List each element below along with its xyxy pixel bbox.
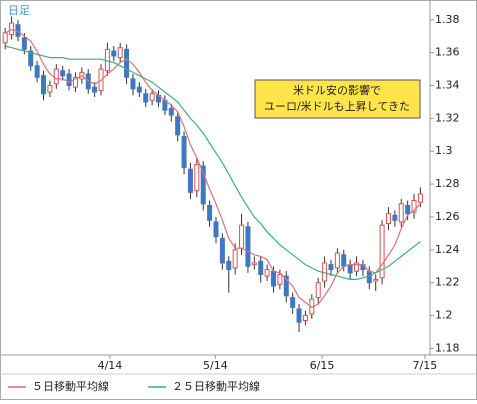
candle-down [207,204,213,221]
candle-up [373,278,379,282]
candle-up [47,85,53,93]
x-tick-label: 6/15 [310,359,335,372]
candle-up [264,269,270,277]
y-tick-label: 1.2 [435,309,453,322]
candle-down [270,270,276,287]
candle-up [385,213,391,225]
candle-up [149,93,155,101]
candle-up [232,249,238,269]
candle-down [341,254,347,267]
candle-down [392,214,398,221]
candle-up [417,193,423,203]
candle-up [354,262,360,272]
candle-down [41,75,47,95]
y-tick-label: 1.34 [435,79,460,92]
candle-down [34,65,40,78]
x-tick-label: 7/15 [413,359,438,372]
candle-up [53,68,59,85]
y-tick-label: 1.38 [435,13,460,26]
y-tick-label: 1.22 [435,276,460,289]
y-tick-label: 1.24 [435,243,460,256]
candle-down [60,70,66,77]
candle-down [245,226,251,267]
candle-down [219,237,225,264]
candle-down [328,264,334,271]
moving-average [5,45,421,280]
candle-up [277,273,283,285]
candle-down [405,204,411,215]
candle-down [111,50,117,57]
candle-up [251,262,257,266]
candle-down [136,86,142,93]
candle-up [72,76,78,88]
x-tick-label: 5/14 [203,359,228,372]
candle-down [28,50,34,67]
plot [2,16,423,332]
legend-label: ２５日移動平均線 [172,379,260,393]
candle-up [315,282,321,298]
annotation-box [254,79,421,119]
candle-up [9,22,15,36]
candle-down [168,108,174,116]
y-tick-label: 1.18 [435,341,460,354]
chart-label: 日足 [8,4,30,17]
candle-up [302,315,308,321]
candle-up [117,47,123,59]
x-tick-label: 4/14 [98,359,123,372]
moving-average [4,28,421,309]
candle-up [379,224,385,279]
candle-down [21,37,27,50]
y-tick-label: 1.28 [435,177,460,190]
legend-label: ５日移動平均線 [32,379,109,393]
candle-down [92,86,98,93]
annotation: 米ドル安の影響で [293,83,381,97]
candle-down [258,260,264,275]
candle-down [213,221,219,238]
candle-down [124,48,130,78]
candle-down [66,73,72,87]
candle-down [226,260,232,271]
candle-down [181,135,187,169]
candle-down [175,116,181,136]
y-tick-label: 1.32 [435,111,460,124]
candle-down [143,93,149,103]
candle-down [296,308,302,323]
y-tick-label: 1.3 [435,144,453,157]
candle-up [398,203,404,223]
candle-down [130,78,136,90]
candle-down [187,168,193,193]
candle-down [200,165,206,205]
candle-up [2,32,8,44]
candle-down [347,264,353,274]
y-tick-label: 1.26 [435,210,460,223]
y-tick-label: 1.36 [435,46,460,59]
candle-up [411,200,417,213]
candle-up [194,163,200,192]
candle-down [283,275,289,297]
candle-up [239,224,245,249]
candle-down [290,296,296,308]
annotation: ユーロ/米ドルも上昇してきた [264,100,410,113]
candle-up [334,252,340,269]
